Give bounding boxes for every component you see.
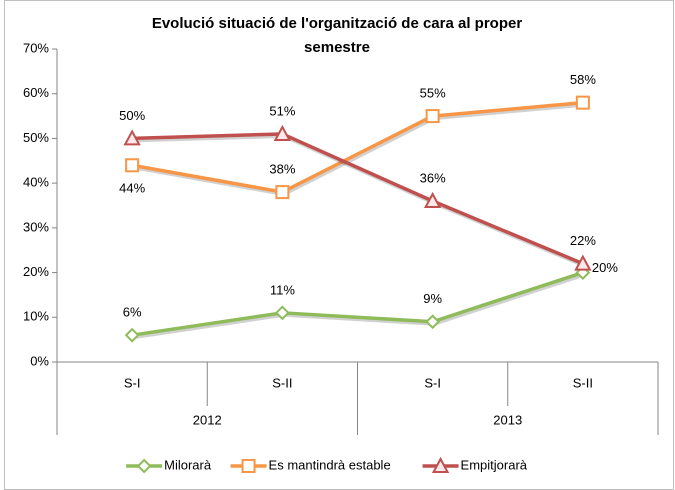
data-label: 55% <box>420 86 446 101</box>
x-tick-label: S-I <box>424 375 441 390</box>
y-tick-label: 10% <box>23 309 49 324</box>
data-label: 6% <box>123 305 142 320</box>
chart-title: Evolució situació de l'organització de c… <box>152 15 522 32</box>
data-label: 38% <box>269 162 295 177</box>
y-tick-label: 50% <box>23 130 49 145</box>
group-label: 2012 <box>193 412 222 427</box>
y-tick-label: 60% <box>23 85 49 100</box>
data-label: 20% <box>592 260 618 275</box>
y-tick-label: 40% <box>23 175 49 190</box>
series-line <box>131 270 584 337</box>
y-tick-label: 20% <box>23 264 49 279</box>
data-label: 36% <box>420 170 446 185</box>
marker <box>574 254 592 271</box>
data-label: 22% <box>570 233 596 248</box>
marker <box>124 327 140 343</box>
chart-frame <box>4 0 674 490</box>
marker <box>423 191 442 209</box>
data-label: 50% <box>119 108 145 123</box>
group-label: 2013 <box>493 412 522 427</box>
marker <box>123 129 141 146</box>
marker <box>274 305 290 321</box>
marker <box>425 314 441 330</box>
marker <box>273 124 292 141</box>
legend-item: Empitjorarà <box>422 456 528 473</box>
series: 6% 11% 9% 20% <box>123 260 618 343</box>
data-label: 51% <box>269 103 295 118</box>
legend-item: Milorarà <box>126 457 212 474</box>
legend-label: Milorarà <box>164 457 212 472</box>
data-label: 9% <box>423 291 442 306</box>
marker <box>241 459 256 473</box>
series-line <box>131 100 584 194</box>
line-shadow <box>133 272 585 340</box>
series-line <box>132 132 584 266</box>
x-tick-label: S-II <box>272 375 292 390</box>
x-tick-label: S-I <box>124 375 141 390</box>
legend-label: Empitjorarà <box>461 457 528 472</box>
marker <box>575 95 590 110</box>
marker <box>125 158 140 173</box>
data-label: 11% <box>270 282 295 297</box>
y-tick-label: 70% <box>23 40 49 55</box>
data-label: 58% <box>570 72 596 87</box>
y-tick-label: 30% <box>23 219 49 234</box>
marker <box>425 109 440 124</box>
series: 44% 38% 55% 58% <box>119 72 596 200</box>
series: 50% 51% 36% 22% <box>119 103 596 271</box>
marker <box>431 456 450 473</box>
chart-title: semestre <box>304 39 370 56</box>
legend-item: Es mantindrà estable <box>230 457 391 473</box>
data-label: 44% <box>119 181 145 196</box>
legend-label: Es mantindrà estable <box>269 457 391 472</box>
marker <box>136 458 152 474</box>
marker <box>275 185 290 200</box>
y-tick-label: 0% <box>30 353 49 368</box>
x-tick-label: S-II <box>573 375 593 390</box>
